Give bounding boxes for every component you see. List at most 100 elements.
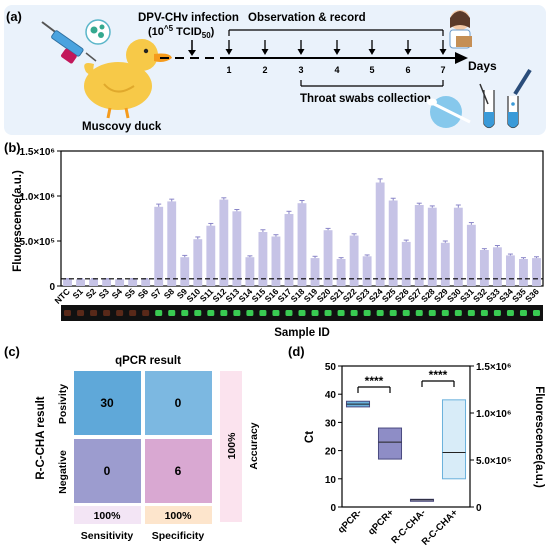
gel-band-S31 <box>467 310 475 316</box>
matrix-title: qPCR result <box>115 355 181 367</box>
panel-d-y2label: Fluorescence(a.u.) <box>533 386 545 488</box>
panel-d: (d) Ct Fluorescence(a.u.) 0 10 20 30 40 50 0 5… <box>288 344 545 548</box>
specificity-cell <box>145 506 212 524</box>
bar-S26 <box>401 241 411 286</box>
cell-tn-value: 6 <box>175 464 182 478</box>
sensitivity-cell <box>74 506 141 524</box>
bar-S14 <box>245 257 255 286</box>
panel-d-significance: **** **** <box>357 368 455 393</box>
b-xtick-NTC: NTC <box>52 286 71 305</box>
bar-S15 <box>258 232 268 286</box>
day-arrows: 1 2 3 4 5 6 7 <box>225 40 447 75</box>
day-arrowhead-5 <box>368 49 376 55</box>
specificity-label: Specificity <box>152 530 205 542</box>
gel-band-S12 <box>220 310 228 316</box>
gel-band-S26 <box>402 310 410 316</box>
cell-fn <box>74 439 141 503</box>
bar-S11 <box>206 225 216 286</box>
d-ltick-label: 20 <box>325 447 337 458</box>
day-arrowhead-7 <box>439 49 447 55</box>
panel-b-label: (b) <box>4 140 21 155</box>
gel-band-S18 <box>298 310 306 316</box>
specificity-value: 100% <box>165 510 193 522</box>
d-ltick-label: 40 <box>325 390 337 401</box>
bar-S27 <box>414 205 424 286</box>
bar-S35 <box>519 259 528 286</box>
panel-c: (c) qPCR result R-C-CHA result Posivity … <box>4 344 260 542</box>
bar-S2 <box>89 279 98 286</box>
researcher-icon <box>449 10 472 49</box>
bar-S31 <box>466 224 476 286</box>
panel-d-label: (d) <box>288 344 305 359</box>
bar-S9 <box>180 257 190 286</box>
panel-d-x-tick-labels: qPCR-qPCR+R-C-CHA-R-C-CHA+ <box>336 507 461 548</box>
gel-band-S35 <box>519 310 527 316</box>
day-arrowhead-3 <box>297 49 305 55</box>
sig-rccha-stars: **** <box>429 368 448 382</box>
test-tube-icon <box>479 83 495 129</box>
gel-band-S8 <box>168 310 176 316</box>
gel-band-S16 <box>272 310 280 316</box>
gel-bands <box>64 310 540 316</box>
bar-S16 <box>271 236 281 286</box>
gel-band-S5 <box>129 310 137 316</box>
bar-S34 <box>506 255 515 286</box>
gel-band-S24 <box>376 310 384 316</box>
sensitivity-label: Sensitivity <box>81 530 134 542</box>
bar-S3 <box>102 279 112 286</box>
gel-band-S30 <box>454 310 462 316</box>
cell-fn-value: 0 <box>104 464 111 478</box>
panel-b-bars <box>63 178 541 286</box>
panel-d-frame <box>341 365 471 508</box>
bar-S12 <box>219 199 229 286</box>
gel-band-S25 <box>389 310 397 316</box>
virus-bubble-icon <box>85 19 111 45</box>
cell-tp-value: 30 <box>100 396 114 410</box>
bar-S4 <box>115 279 125 286</box>
day-label-3: 3 <box>298 65 303 75</box>
timeline-arrowhead <box>455 52 468 64</box>
gel-band-S19 <box>311 310 319 316</box>
d-ltick-label: 10 <box>325 475 337 486</box>
d-rtick-label: 0 <box>476 503 482 514</box>
gel-band-S13 <box>233 310 241 316</box>
bar-S17 <box>284 214 294 286</box>
gel-band-S6 <box>142 310 150 316</box>
infection-title: DPV-CHv infection <box>138 12 239 24</box>
days-label: Days <box>468 59 497 73</box>
duck-icon <box>84 39 172 119</box>
panel-b-x-tick-labels: NTCS1S2S3S4S5S6S7S8S9S10S11S12S13S14S15S… <box>52 286 541 306</box>
day-arrowhead-4 <box>333 49 341 55</box>
gel-band-S15 <box>259 310 267 316</box>
panel-b-y-axis: 0 5.0×10⁵ 1.0×10⁶ 1.5×10⁶ <box>19 147 61 293</box>
sensitivity-value: 100% <box>94 510 122 522</box>
day-arrowhead-1 <box>225 49 233 55</box>
d-ltick-label: 50 <box>325 362 337 373</box>
bar-S21 <box>336 259 346 286</box>
gel-band-S29 <box>441 310 449 316</box>
d-xtick-qPCR-: qPCR- <box>336 507 364 535</box>
bar-S23 <box>362 256 372 286</box>
observation-label: Observation & record <box>248 12 366 24</box>
day-label-1: 1 <box>226 65 231 75</box>
cell-fp-value: 0 <box>175 396 182 410</box>
d-ltick-label: 0 <box>330 503 336 514</box>
pipette-icon <box>507 68 532 129</box>
gel-band-S10 <box>194 310 202 316</box>
row-label-negative: Negative <box>57 450 69 494</box>
d-rtick-label: 5.0×10⁵ <box>476 456 512 467</box>
b-ytick-label: 5.0×10⁵ <box>19 237 55 248</box>
d-ltick-label: 30 <box>325 418 337 429</box>
bar-S28 <box>427 207 437 286</box>
panel-b: (b) Fluorescence(a.u.) 0 5.0×10⁵ 1.0×10⁶ 1.… <box>4 140 544 339</box>
day-label-4: 4 <box>334 65 339 75</box>
day-label-2: 2 <box>262 65 267 75</box>
gel-band-S36 <box>532 310 540 316</box>
bar-S8 <box>167 201 177 286</box>
cell-tp <box>74 371 141 435</box>
gel-band-NTC <box>64 310 72 316</box>
panel-b-xlabel: Sample ID <box>274 327 330 339</box>
gel-band-S33 <box>493 310 501 316</box>
gel-band-S14 <box>246 310 254 316</box>
d-rtick-label: 1.5×10⁶ <box>476 362 511 373</box>
